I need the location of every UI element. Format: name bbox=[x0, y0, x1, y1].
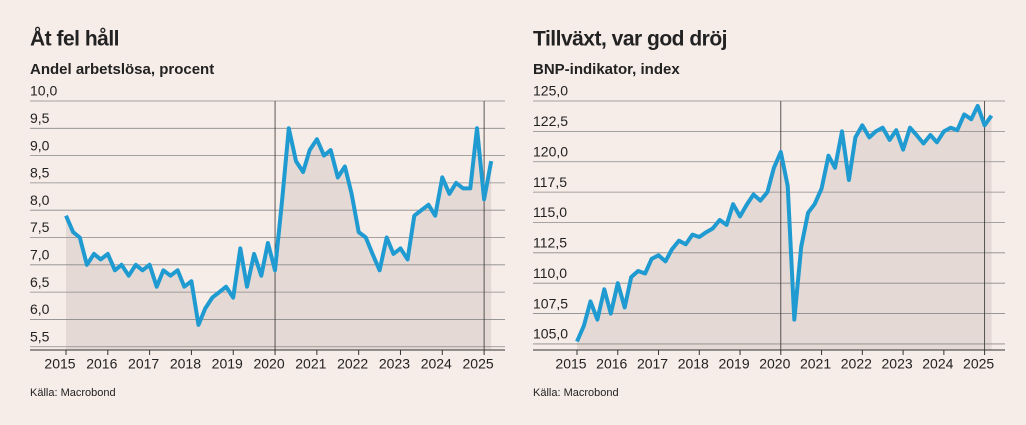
source: Källa: Macrobond bbox=[30, 387, 116, 399]
x-tick-label: 2019 bbox=[212, 356, 243, 372]
x-tick-label: 2020 bbox=[759, 356, 790, 372]
y-tick-label: 8,0 bbox=[30, 192, 50, 208]
y-tick-label: 6,0 bbox=[30, 301, 50, 317]
x-tick-label: 2017 bbox=[637, 356, 668, 372]
line bbox=[64, 126, 494, 327]
y-tick-label: 105,0 bbox=[533, 326, 568, 342]
x-tick-label: 2022 bbox=[841, 356, 872, 372]
chart-title: Tillväxt, var god dröj bbox=[533, 28, 727, 51]
y-tick-label: 7,0 bbox=[30, 247, 50, 263]
x-tick-label: 2021 bbox=[295, 356, 326, 372]
x-tick-label: 2025 bbox=[463, 356, 494, 372]
y-tick-label: 117,5 bbox=[533, 174, 567, 190]
y-tick-label: 120,0 bbox=[533, 143, 568, 159]
y-tick-label: 7,5 bbox=[30, 219, 50, 235]
x-tick-label: 2024 bbox=[421, 356, 452, 372]
y-tick-label: 125,0 bbox=[533, 83, 568, 99]
x-tick-label: 2016 bbox=[596, 356, 627, 372]
line bbox=[575, 103, 994, 343]
x-tick-label: 2023 bbox=[882, 356, 913, 372]
x-tick-label: 2020 bbox=[253, 356, 284, 372]
x-tick-label: 2015 bbox=[555, 356, 586, 372]
x-tick-label: 2018 bbox=[678, 356, 709, 372]
x-tick-label: 2022 bbox=[337, 356, 368, 372]
y-tick-label: 110,0 bbox=[533, 265, 567, 281]
y-tick-label: 107,5 bbox=[533, 295, 568, 311]
x-tick-label: 2019 bbox=[718, 356, 749, 372]
x-tick-label: 2018 bbox=[170, 356, 201, 372]
chart-title: Åt fel håll bbox=[30, 27, 119, 51]
x-tick-label: 2021 bbox=[800, 356, 831, 372]
y-tick-label: 5,5 bbox=[30, 328, 50, 344]
y-tick-label: 9,5 bbox=[30, 110, 50, 126]
x-tick-label: 2024 bbox=[922, 356, 953, 372]
chart-subtitle: Andel arbetslösa, procent bbox=[30, 61, 214, 78]
source: Källa: Macrobond bbox=[533, 387, 619, 399]
x-tick-label: 2023 bbox=[379, 356, 410, 372]
y-tick-label: 9,0 bbox=[30, 137, 50, 153]
x-tick-label: 2025 bbox=[963, 356, 994, 372]
y-tick-label: 8,5 bbox=[30, 165, 50, 181]
y-tick-label: 6,5 bbox=[30, 274, 50, 290]
y-tick-label: 10,0 bbox=[30, 83, 57, 99]
x-tick-label: 2017 bbox=[128, 356, 159, 372]
x-tick-label: 2016 bbox=[86, 356, 117, 372]
area bbox=[577, 105, 992, 351]
y-tick-label: 122,5 bbox=[533, 113, 568, 129]
x-tick-label: 2015 bbox=[44, 356, 75, 372]
y-tick-label: 112,5 bbox=[533, 235, 567, 251]
y-tick-label: 115,0 bbox=[533, 204, 567, 220]
chart-subtitle: BNP-indikator, index bbox=[533, 61, 680, 78]
